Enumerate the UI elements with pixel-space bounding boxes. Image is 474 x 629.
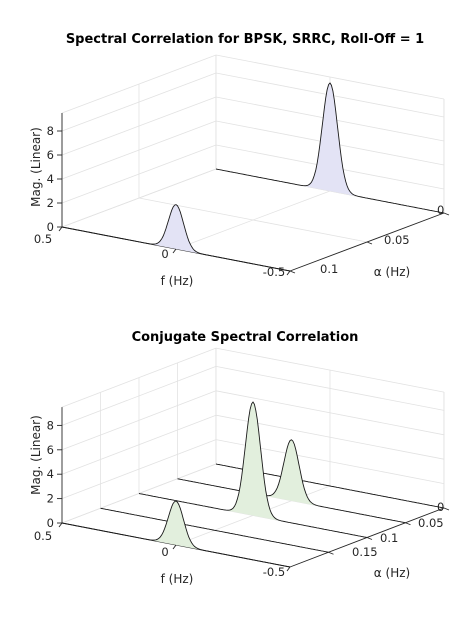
slice-line — [61, 204, 291, 272]
slice-fill — [62, 204, 290, 271]
grid-edge — [215, 347, 445, 393]
z-tick-label: 6 — [47, 443, 54, 457]
alpha-tick-label: 0 — [437, 203, 444, 217]
gridline — [215, 366, 445, 411]
z-axis-label: Mag. (Linear) — [29, 127, 43, 207]
alpha-tick — [443, 507, 450, 511]
z-axis-label: Mag. (Linear) — [29, 415, 43, 495]
gridline — [61, 144, 217, 204]
chart-title: Spectral Correlation for BPSK, SRRC, Rol… — [66, 32, 424, 47]
conjugate-spectral-correlation-plot: Conjugate Spectral Correlation 0.50-0.50… — [29, 330, 450, 586]
z-tick-label: 8 — [47, 418, 54, 432]
grid-edge — [61, 54, 217, 114]
slice-line — [215, 82, 445, 214]
slice-fill — [216, 83, 444, 213]
gridline — [61, 366, 217, 426]
alpha-axis-label: α (Hz) — [374, 566, 410, 580]
z-tick-label: 4 — [47, 467, 54, 481]
f-tick-label: -0.5 — [263, 565, 285, 579]
gridline — [61, 72, 217, 132]
f-axis-label: f (Hz) — [161, 274, 194, 288]
z-tick-label: 0 — [47, 516, 54, 530]
f-tick-label: 0 — [161, 545, 168, 559]
alpha-tick-label: 0.1 — [320, 262, 338, 276]
alpha-tick — [289, 270, 296, 274]
slice-line — [138, 401, 368, 538]
gridline — [61, 120, 217, 180]
f-tick — [286, 270, 291, 276]
f-tick — [172, 544, 177, 550]
alpha-tick-label: 0.05 — [384, 233, 410, 247]
spectral-correlation-plot: Spectral Correlation for BPSK, SRRC, Rol… — [29, 32, 450, 288]
gridline — [61, 96, 217, 156]
alpha-tick-label: 0.1 — [380, 531, 398, 545]
f-tick — [58, 226, 63, 232]
alpha-tick — [366, 241, 373, 245]
f-tick — [58, 522, 63, 528]
slice-fill — [177, 439, 406, 523]
alpha-tick — [366, 537, 373, 540]
alpha-tick — [328, 551, 334, 555]
alpha-tick — [405, 522, 411, 526]
f-axis-label: f (Hz) — [161, 572, 194, 586]
alpha-tick-label: 0 — [437, 500, 444, 514]
gridline — [61, 439, 217, 499]
slice-line — [100, 507, 329, 553]
gridline — [215, 390, 445, 436]
f-tick-label: -0.5 — [263, 265, 285, 279]
f-tick-label: 0.5 — [34, 529, 52, 543]
slice-line — [177, 439, 406, 524]
slice-fill — [139, 402, 367, 538]
grid-edge — [215, 54, 445, 100]
gridline — [61, 390, 217, 451]
z-tick-label: 8 — [47, 124, 54, 138]
alpha-tick — [443, 212, 450, 216]
slice-fill — [62, 501, 290, 567]
gridline — [61, 414, 217, 475]
chart-title: Conjugate Spectral Correlation — [132, 330, 359, 345]
alpha-axis-label: α (Hz) — [374, 265, 410, 279]
f-tick — [286, 566, 291, 572]
z-tick-label: 2 — [47, 196, 54, 210]
z-tick-label: 4 — [47, 172, 54, 186]
z-tick-label: 2 — [47, 492, 54, 506]
alpha-tick-label: 0.05 — [418, 516, 444, 530]
slice-line — [61, 500, 291, 568]
alpha-tick-label: 0.15 — [352, 545, 378, 559]
z-tick-label: 6 — [47, 148, 54, 162]
z-tick-label: 0 — [47, 220, 54, 234]
grid-edge — [61, 347, 217, 408]
f-tick-label: 0.5 — [34, 232, 52, 246]
f-tick — [172, 248, 177, 254]
f-tick-label: 0 — [161, 247, 168, 261]
